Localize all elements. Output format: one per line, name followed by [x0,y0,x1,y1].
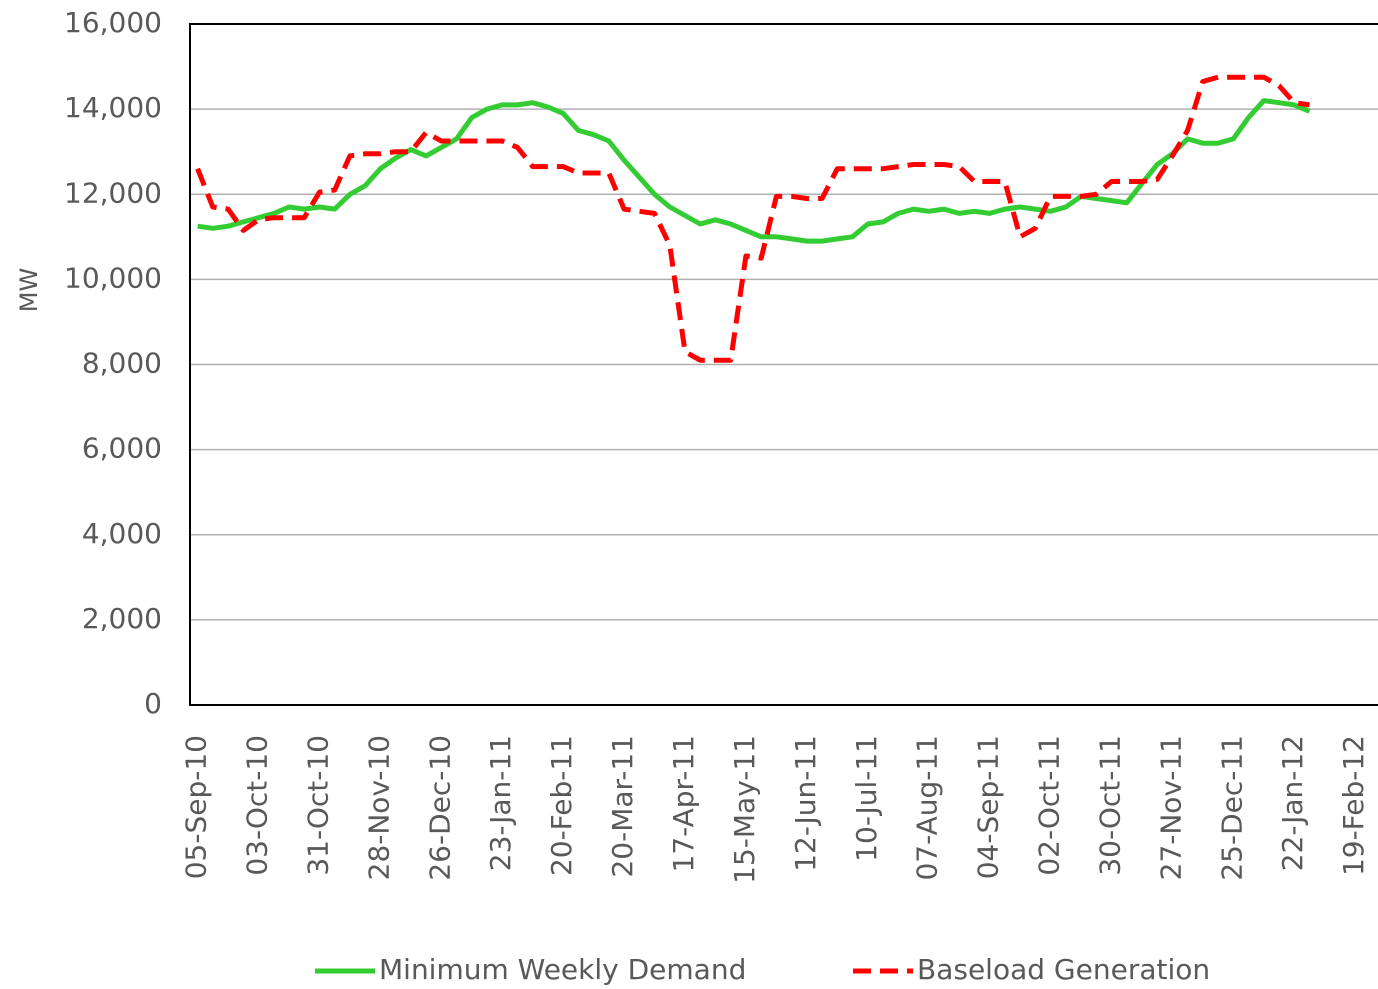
y-tick-label: 12,000 [64,176,162,209]
series-line [197,98,1311,244]
x-tick-label: 17-Apr-11 [667,735,700,873]
y-tick-label: 14,000 [64,91,162,124]
y-tick-label: 6,000 [82,432,162,465]
x-tick-label: 15-May-11 [728,735,761,884]
x-tick-label: 31-Oct-10 [301,735,334,876]
x-tick-label: 23-Jan-11 [484,735,517,871]
x-tick-label: 25-Dec-11 [1215,735,1248,881]
legend-label: Baseload Generation [917,953,1210,986]
x-tick-label: 30-Oct-11 [1093,735,1126,876]
x-tick-label: 12-Jun-11 [789,735,822,872]
x-tick-label: 02-Oct-11 [1033,735,1066,876]
plot-frame [189,23,1378,706]
y-tick-label: 10,000 [64,261,162,294]
legend-label: Minimum Weekly Demand [379,953,746,986]
series-line [195,74,1310,363]
x-tick-label: 26-Dec-10 [423,735,456,881]
x-tick-label: 19-Feb-12 [1337,735,1370,876]
y-axis-label: MW [15,268,43,312]
x-tick-label: 22-Jan-12 [1276,735,1309,871]
x-tick-label: 20-Mar-11 [606,735,639,878]
x-tick-label: 03-Oct-10 [241,735,274,876]
y-tick-label: 8,000 [82,347,162,380]
y-tick-label: 2,000 [82,602,162,635]
x-tick-label: 07-Aug-11 [911,735,944,881]
x-tick-label: 20-Feb-11 [545,735,578,876]
x-tick-label: 04-Sep-11 [972,735,1005,879]
y-tick-label: 16,000 [64,6,162,39]
x-tick-label: 27-Nov-11 [1154,735,1187,880]
y-tick-label: 0 [144,687,162,720]
x-tick-label: 28-Nov-10 [362,735,395,880]
x-tick-label: 10-Jul-11 [850,735,883,862]
x-tick-label: 05-Sep-10 [180,735,213,879]
y-tick-label: 4,000 [82,517,162,550]
